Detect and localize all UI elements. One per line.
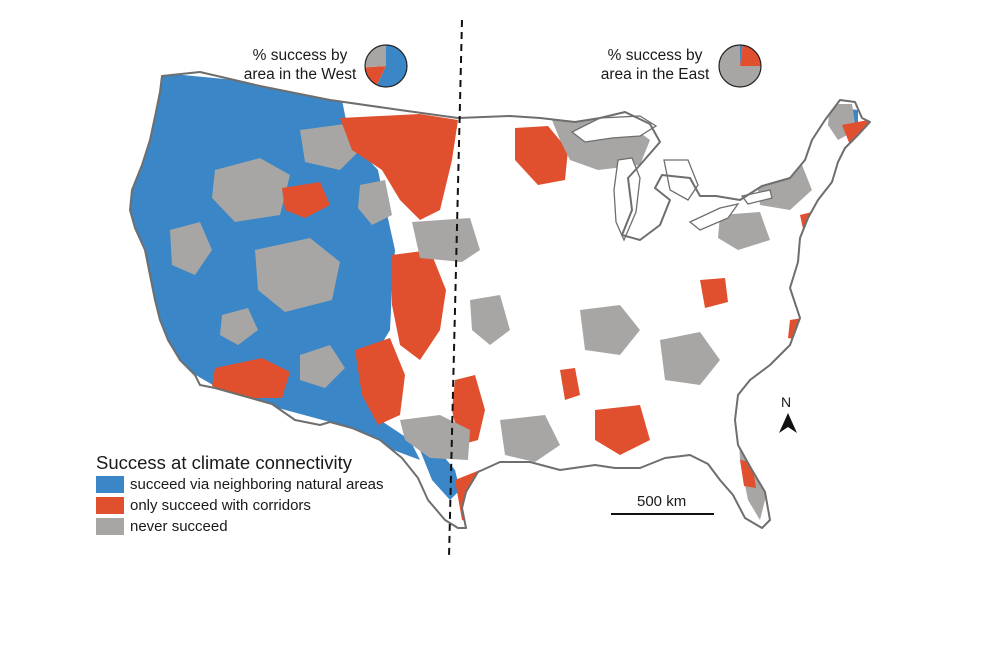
lake-ontario xyxy=(740,189,773,205)
region-west-never xyxy=(255,238,340,312)
region-central-never xyxy=(412,218,480,262)
region-texas-succeed xyxy=(418,445,460,500)
pie-outline xyxy=(364,44,408,88)
region-west-never xyxy=(300,345,345,388)
legend-label-succeed: succeed via neighboring natural areas xyxy=(130,476,384,493)
region-se-never xyxy=(660,332,720,385)
pie-outline xyxy=(718,44,762,88)
pie-slice-succeed xyxy=(377,45,407,87)
east-west-divider xyxy=(448,19,463,558)
region-west-never xyxy=(358,180,392,225)
region-west-never xyxy=(212,158,290,222)
west-pie-label-line1: % success by xyxy=(252,47,348,64)
west-pie-label-line2: area in the West xyxy=(243,66,357,83)
region-mn-corridors xyxy=(515,126,568,185)
region-west-never xyxy=(170,222,212,275)
region-west-never xyxy=(220,308,258,345)
legend-item-succeed: succeed via neighboring natural areas xyxy=(96,476,384,493)
legend-title: Success at climate connectivity xyxy=(96,452,353,473)
region-southwest-corridors xyxy=(212,358,290,398)
region-se-never xyxy=(500,415,560,462)
pie-slice-never xyxy=(719,45,761,87)
region-west-never xyxy=(300,124,360,170)
region-se-corridors xyxy=(700,278,728,308)
us-outline xyxy=(129,71,871,529)
west-pie-label: % success by area in the West xyxy=(235,46,365,84)
legend-label-corridors: only succeed with corridors xyxy=(130,497,311,514)
scale-bar-label: 500 km xyxy=(637,493,687,510)
region-plains-corridors xyxy=(355,338,405,425)
legend-swatch-never xyxy=(96,518,124,535)
east-pie-label-line2: area in the East xyxy=(600,66,710,83)
pie-slice-corridors xyxy=(740,45,761,66)
north-arrow-label: N xyxy=(781,394,792,410)
lake-erie xyxy=(688,202,740,231)
east-pie-label-line1: % success by xyxy=(607,47,703,64)
lake-michigan xyxy=(613,157,641,242)
north-arrow-icon xyxy=(779,413,797,433)
legend-swatch-corridors xyxy=(96,497,124,514)
pie-slice-corridors xyxy=(365,66,386,86)
region-west-corridors xyxy=(282,182,330,218)
region-plains-corridors xyxy=(340,114,458,220)
west-pie-chart xyxy=(364,44,408,88)
region-plains-corridors xyxy=(392,250,446,360)
legend-item-never: never succeed xyxy=(96,518,228,535)
pie-slice-succeed xyxy=(740,45,743,66)
lake-superior xyxy=(570,115,658,143)
region-central-never xyxy=(400,415,470,460)
region-se-never xyxy=(580,305,640,355)
east-pie-chart xyxy=(718,44,762,88)
region-se-corridors xyxy=(595,405,650,455)
region-central-never xyxy=(470,295,510,345)
legend-item-corridors: only succeed with corridors xyxy=(96,497,311,514)
great-lakes xyxy=(570,115,773,242)
lake-huron xyxy=(663,159,699,201)
region-ne-never xyxy=(718,212,770,250)
legend-label-never: never succeed xyxy=(130,518,228,535)
pie-slice-never xyxy=(365,45,386,68)
east-pie-label: % success by area in the East xyxy=(590,46,720,84)
legend-swatch-succeed xyxy=(96,476,124,493)
region-se-corridors xyxy=(560,368,580,400)
